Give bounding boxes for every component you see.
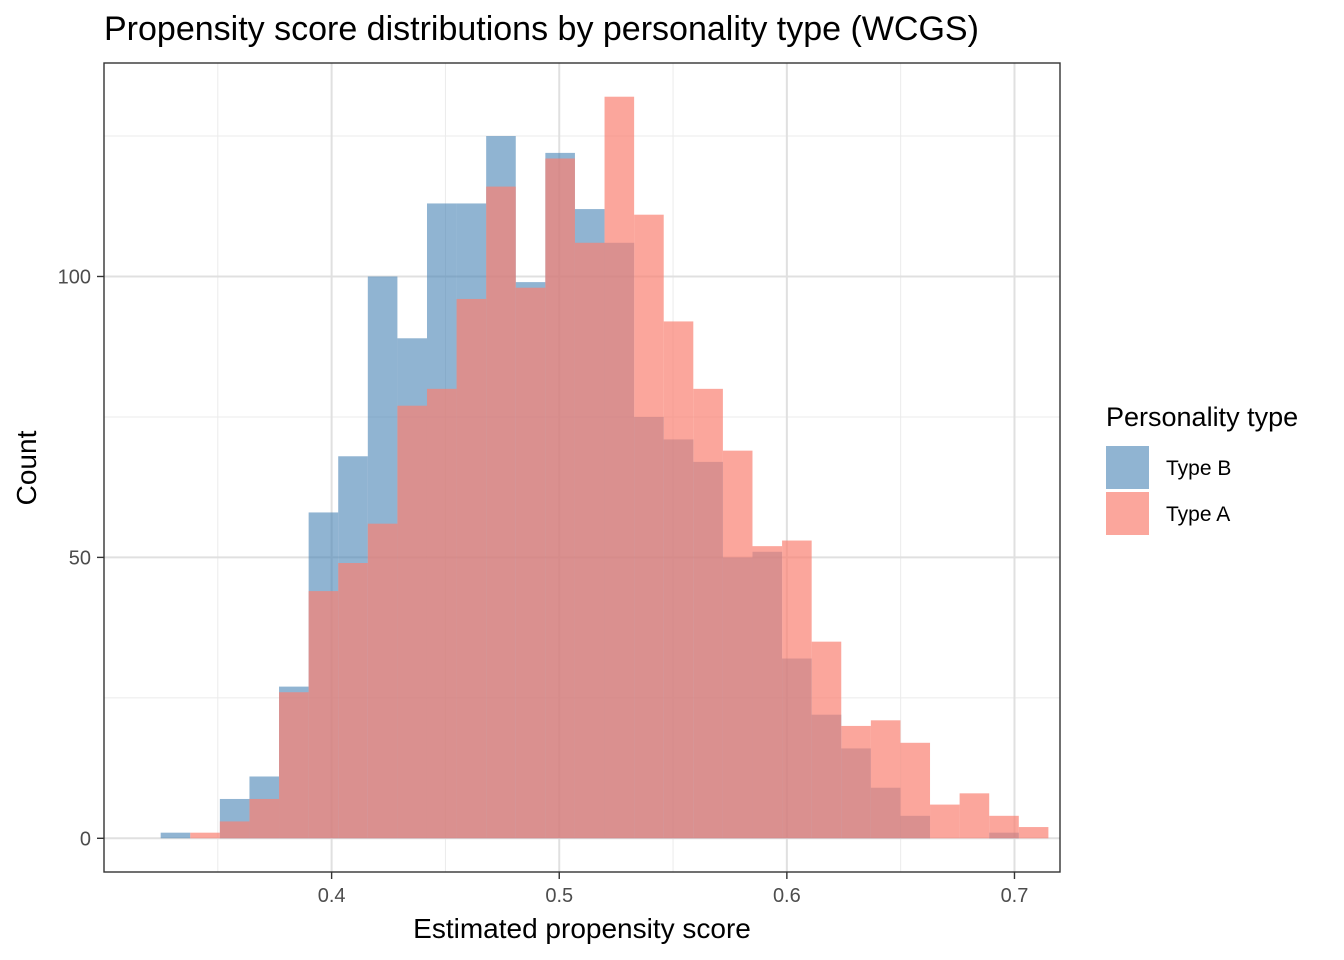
- y-tick-label: 0: [80, 828, 91, 850]
- bar-type-a: [722, 450, 753, 839]
- x-tick-label: 0.7: [1001, 885, 1029, 907]
- bar-type-a: [811, 641, 842, 839]
- bar-type-a: [426, 388, 457, 839]
- bar-type-b: [160, 832, 191, 839]
- y-axis-title: Count: [11, 430, 42, 505]
- x-axis-title: Estimated propensity score: [413, 913, 751, 944]
- bar-type-a: [456, 298, 487, 839]
- legend-key-type-a: [1106, 492, 1149, 535]
- bar-type-a: [574, 242, 605, 839]
- legend-label-type-a: Type A: [1166, 503, 1230, 526]
- bar-type-a: [308, 591, 339, 839]
- x-tick-label: 0.4: [318, 885, 346, 907]
- legend: Personality type Type B Type A: [1106, 402, 1298, 535]
- y-tick-label: 100: [58, 266, 91, 288]
- x-tick-label: 0.6: [773, 885, 801, 907]
- bar-type-a: [367, 523, 398, 839]
- plot-border: [103, 62, 1061, 873]
- bar-type-a: [219, 821, 250, 839]
- bar-type-a: [930, 804, 960, 839]
- bar-type-a: [1018, 827, 1049, 839]
- bar-type-a: [279, 692, 309, 839]
- bar-type-a: [604, 96, 635, 839]
- bar-type-a: [663, 321, 694, 839]
- bar-type-a: [693, 388, 723, 839]
- bar-type-a: [545, 158, 575, 839]
- chart-title: Propensity score distributions by person…: [104, 10, 979, 48]
- bar-type-a: [249, 798, 280, 839]
- bar-type-a: [486, 186, 516, 839]
- bar-type-a: [634, 214, 664, 839]
- bar-type-a: [989, 815, 1019, 839]
- bar-type-a: [397, 405, 427, 839]
- x-tick-label: 0.5: [545, 885, 573, 907]
- legend-title: Personality type: [1106, 402, 1298, 432]
- bar-type-a: [782, 540, 812, 839]
- legend-label-type-b: Type B: [1166, 457, 1231, 480]
- x-axis: 0.4 0.5 0.6 0.7: [318, 872, 1029, 907]
- bar-type-a: [190, 832, 220, 839]
- bar-type-a: [841, 725, 871, 839]
- bar-type-a: [752, 546, 783, 839]
- bar-type-a: [900, 742, 931, 839]
- legend-key-type-b: [1106, 446, 1149, 489]
- bar-type-a: [959, 793, 990, 839]
- y-axis: 0 50 100: [58, 266, 104, 850]
- y-tick-label: 50: [69, 547, 91, 569]
- bar-type-a: [515, 287, 546, 839]
- bar-type-a: [338, 563, 368, 839]
- series-type-a-bars: [190, 96, 1049, 839]
- bar-type-a: [870, 720, 901, 839]
